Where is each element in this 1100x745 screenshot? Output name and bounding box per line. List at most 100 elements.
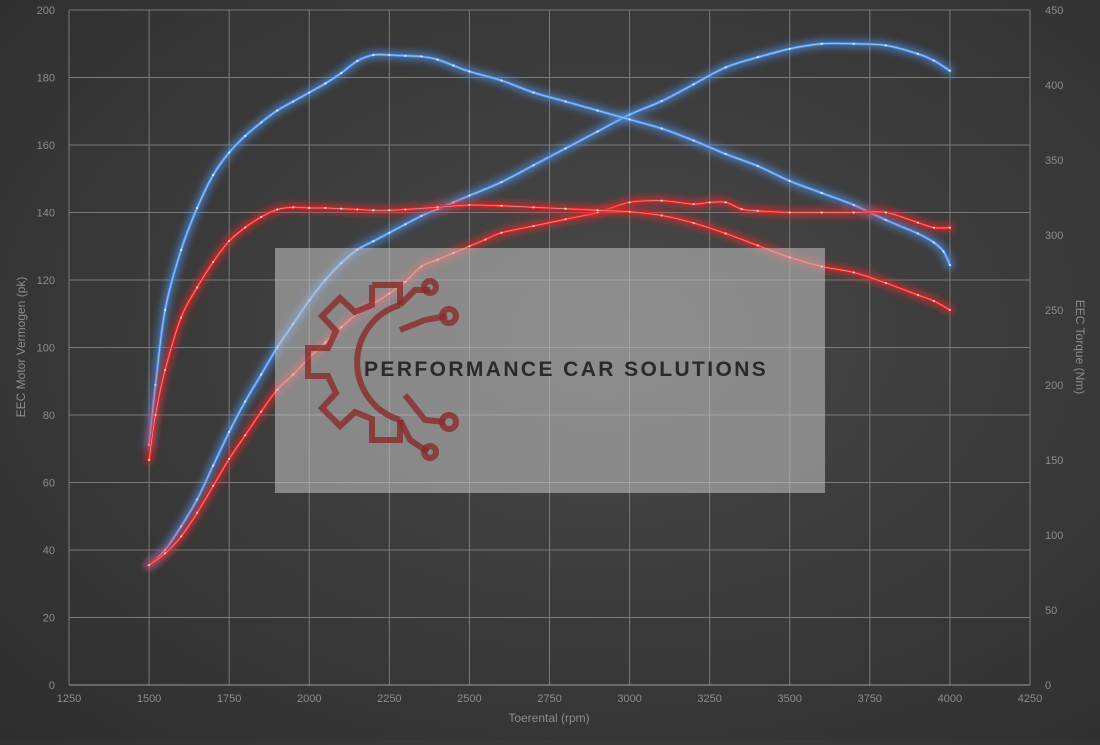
y-axis-left-title: EEC Motor Vermogen (pk)	[14, 277, 28, 418]
y-tick-label-left: 200	[37, 5, 55, 17]
series-point	[356, 59, 359, 63]
series-point	[916, 52, 919, 55]
series-point	[500, 231, 503, 234]
series-point	[308, 91, 311, 94]
series-point	[724, 152, 727, 156]
series-point	[948, 263, 952, 267]
series-point	[404, 54, 407, 57]
series-point	[948, 226, 952, 229]
series-point	[388, 209, 391, 212]
series-point	[932, 59, 936, 62]
series-point	[788, 211, 791, 214]
series-point	[372, 240, 375, 243]
series-point	[340, 71, 343, 75]
y-tick-label-right: 50	[1045, 605, 1057, 617]
series-point	[932, 241, 936, 244]
series-point	[724, 201, 727, 204]
y-tick-label-right: 400	[1045, 80, 1063, 92]
y-tick-label-left: 120	[37, 275, 55, 287]
series-point	[276, 109, 279, 112]
series-point	[948, 308, 952, 312]
series-point	[388, 53, 391, 57]
series-point	[884, 211, 887, 214]
series-point	[154, 413, 157, 417]
series-point	[228, 239, 231, 243]
series-point	[260, 215, 263, 219]
watermark: PERFORMANCE CAR SOLUTIONS	[275, 248, 825, 493]
series-point	[276, 208, 279, 211]
series-point	[244, 134, 247, 138]
series-point	[180, 535, 183, 538]
series-point	[324, 206, 327, 210]
series-point	[420, 55, 423, 58]
series-point	[260, 373, 263, 376]
series-point	[228, 457, 231, 460]
y-tick-label-right: 150	[1045, 455, 1063, 467]
series-point	[532, 224, 535, 228]
series-point	[660, 100, 663, 103]
series-point	[292, 206, 295, 209]
series-point	[820, 191, 823, 195]
series-tuned-right	[144, 50, 955, 450]
series-point	[500, 204, 503, 207]
y-tick-label-left: 40	[43, 545, 55, 557]
y-tick-label-left: 160	[37, 140, 55, 152]
series-point	[468, 245, 471, 248]
series-point	[244, 434, 247, 437]
series-point	[500, 79, 503, 82]
y-tick-label-left: 20	[43, 613, 55, 625]
x-tick-label: 3500	[778, 693, 802, 705]
series-point	[596, 109, 599, 112]
y-tick-label-right: 300	[1045, 230, 1063, 242]
series-point	[884, 218, 887, 222]
series-point	[436, 206, 439, 209]
series-point	[942, 250, 945, 253]
series-point	[852, 203, 855, 207]
y-tick-label-right: 350	[1045, 155, 1063, 167]
y-axis-right-title: EEC Torque (Nm)	[1073, 300, 1087, 394]
series-point	[180, 248, 183, 252]
series-point	[820, 211, 823, 214]
series-point	[452, 64, 455, 67]
series-point	[788, 47, 791, 50]
series-point	[596, 209, 599, 212]
series-point	[228, 151, 231, 154]
series-point	[660, 127, 663, 130]
series-point	[596, 130, 599, 133]
series-point	[788, 179, 791, 183]
series-point	[660, 199, 663, 202]
series-point	[404, 223, 407, 226]
series-point	[532, 164, 535, 167]
x-tick-label: 2250	[377, 693, 401, 705]
series-point	[564, 100, 567, 103]
series-point	[164, 368, 167, 372]
series-point	[324, 82, 327, 85]
series-point	[948, 69, 952, 72]
series-point	[628, 118, 631, 121]
series-point	[564, 218, 567, 221]
watermark-panel	[275, 248, 825, 493]
series-point	[564, 207, 567, 210]
x-tick-label: 3000	[617, 693, 641, 705]
axis-ticks: 1250 1500 1750 2000 2250 2500 2750 3000 3250 3500…	[37, 5, 1064, 705]
series-point	[180, 525, 183, 528]
x-tick-label: 1750	[217, 693, 241, 705]
series-point	[628, 201, 631, 204]
y-tick-label-right: 450	[1045, 5, 1063, 17]
series-point	[372, 53, 375, 57]
series-point	[916, 293, 919, 297]
series-point	[628, 210, 631, 213]
series-point	[292, 100, 295, 103]
series-point	[468, 70, 471, 73]
series-point	[196, 286, 199, 289]
y-tick-label-left: 0	[49, 680, 55, 692]
series-point	[356, 208, 359, 211]
series-point	[404, 208, 407, 211]
series-point	[852, 271, 855, 274]
series-point	[180, 316, 183, 319]
series-point	[932, 226, 936, 229]
series-point	[164, 552, 167, 555]
y-tick-label-left: 60	[43, 478, 55, 490]
